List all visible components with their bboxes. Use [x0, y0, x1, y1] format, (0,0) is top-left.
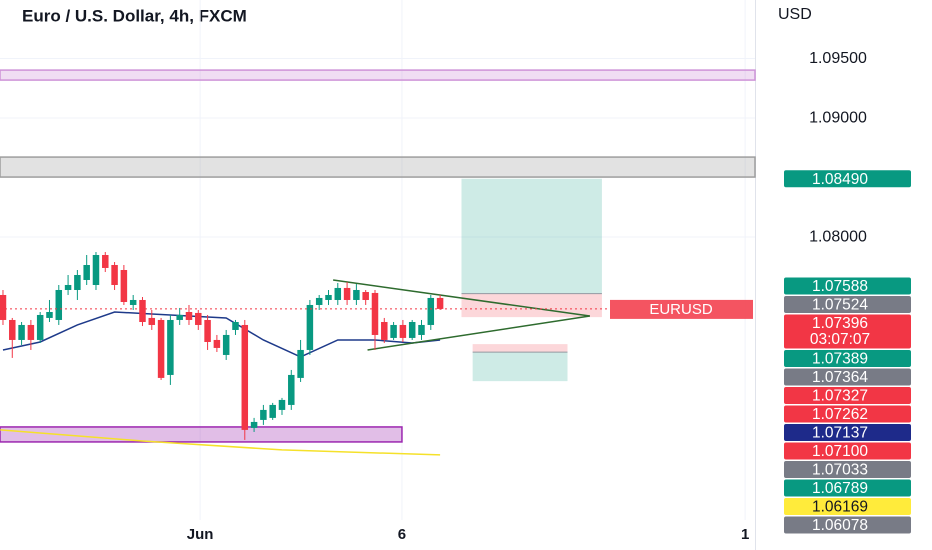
price-tag	[784, 314, 911, 349]
candle-body	[334, 287, 342, 300]
candle-body	[185, 312, 193, 320]
zone	[0, 69, 756, 81]
profit-zone	[472, 352, 568, 382]
price-tag	[784, 170, 911, 188]
candle-body	[102, 255, 109, 268]
candle-body	[390, 324, 397, 338]
price-tag	[784, 479, 911, 497]
price-tag-label: 1.07137	[812, 425, 868, 442]
price-tag-label: 1.07524	[812, 297, 868, 314]
y-tick-label: 1.09000	[809, 109, 867, 126]
loss-zone	[472, 344, 568, 353]
price-tag-label: 1.06078	[812, 517, 868, 534]
candle-body	[241, 324, 249, 430]
candle-body	[436, 297, 444, 309]
price-tag	[784, 277, 911, 295]
price-tag	[784, 516, 911, 534]
price-tag-label: 1.07100	[812, 443, 868, 460]
candle-body	[381, 321, 388, 340]
symbol-label: EURUSD	[649, 301, 713, 318]
candle-body	[325, 294, 332, 300]
candle-body	[64, 284, 72, 290]
candle-body	[418, 324, 425, 335]
candle-body	[120, 269, 128, 303]
price-tag-label: 1.07262	[812, 406, 868, 423]
candle-body	[129, 299, 137, 305]
candle-body	[288, 374, 295, 405]
candle-body	[167, 319, 174, 375]
price-tag	[784, 350, 911, 368]
price-tag-label: 1.07364	[812, 369, 868, 386]
price-tag-label: 1.07396	[812, 315, 868, 332]
price-tag	[784, 498, 911, 516]
candle-body	[27, 324, 35, 340]
candle-body	[399, 324, 407, 338]
candle-body	[139, 299, 146, 322]
candle-body	[278, 399, 286, 410]
candle-body	[0, 294, 7, 320]
candle-body	[204, 319, 211, 342]
candle-body	[427, 297, 435, 325]
candle-body	[111, 264, 118, 285]
candle-body	[297, 349, 304, 378]
candle-body	[213, 339, 221, 348]
candle-body	[408, 321, 416, 338]
price-tag	[784, 461, 911, 479]
candle-body	[260, 409, 267, 420]
x-tick-label: 1	[741, 526, 749, 543]
indicator-line	[333, 279, 590, 317]
indicator-line	[367, 315, 590, 351]
candle-body	[232, 321, 239, 330]
candle-body	[195, 312, 202, 325]
candle-body	[343, 287, 351, 300]
chart-title: Euro / U.S. Dollar, 4h, FXCM	[22, 6, 247, 25]
plot-area	[0, 0, 756, 520]
price-tag-label: 1.06789	[812, 480, 868, 497]
price-tag-label: 1.08490	[812, 171, 868, 188]
price-tag-label: 1.07588	[812, 278, 868, 295]
candle-body	[306, 304, 314, 350]
indicator-line	[0, 429, 441, 456]
candle-body	[362, 292, 369, 300]
candle-body	[74, 274, 81, 290]
candle-body	[46, 312, 53, 318]
currency-label: USD	[778, 6, 812, 23]
candle-body	[371, 292, 379, 335]
price-tag-label: 1.07033	[812, 462, 868, 479]
x-tick-label: Jun	[187, 526, 214, 543]
x-tick-label: 6	[398, 526, 406, 543]
candle-body	[157, 319, 165, 378]
candle-body	[36, 314, 44, 340]
candle-body	[9, 319, 16, 340]
candle-body	[250, 421, 258, 428]
symbol-tag	[610, 299, 753, 319]
y-tick-label: 1.08000	[809, 228, 867, 245]
candle-body	[176, 314, 183, 320]
candle-body	[55, 289, 63, 320]
price-tag	[784, 424, 911, 442]
candle-body	[92, 255, 100, 285]
price-tag	[784, 368, 911, 386]
loss-zone	[461, 293, 602, 318]
candle-body	[222, 334, 230, 355]
price-tag	[784, 442, 911, 460]
price-tag	[784, 296, 911, 314]
candle-body	[315, 297, 323, 305]
price-tag	[784, 405, 911, 423]
price-tag-label: 1.06169	[812, 499, 868, 516]
price-tag-label: 1.07389	[812, 351, 868, 368]
price-tag-label: 1.07327	[812, 388, 868, 405]
candle-body	[83, 264, 90, 280]
candle-body	[353, 289, 360, 300]
candle-body	[18, 324, 25, 340]
zone	[0, 156, 756, 178]
candle-body	[269, 404, 276, 418]
price-tag	[784, 387, 911, 405]
y-tick-label: 1.09500	[809, 50, 867, 67]
countdown: 03:07:07	[810, 331, 870, 348]
candle-body	[148, 317, 156, 325]
profit-zone	[461, 178, 602, 294]
